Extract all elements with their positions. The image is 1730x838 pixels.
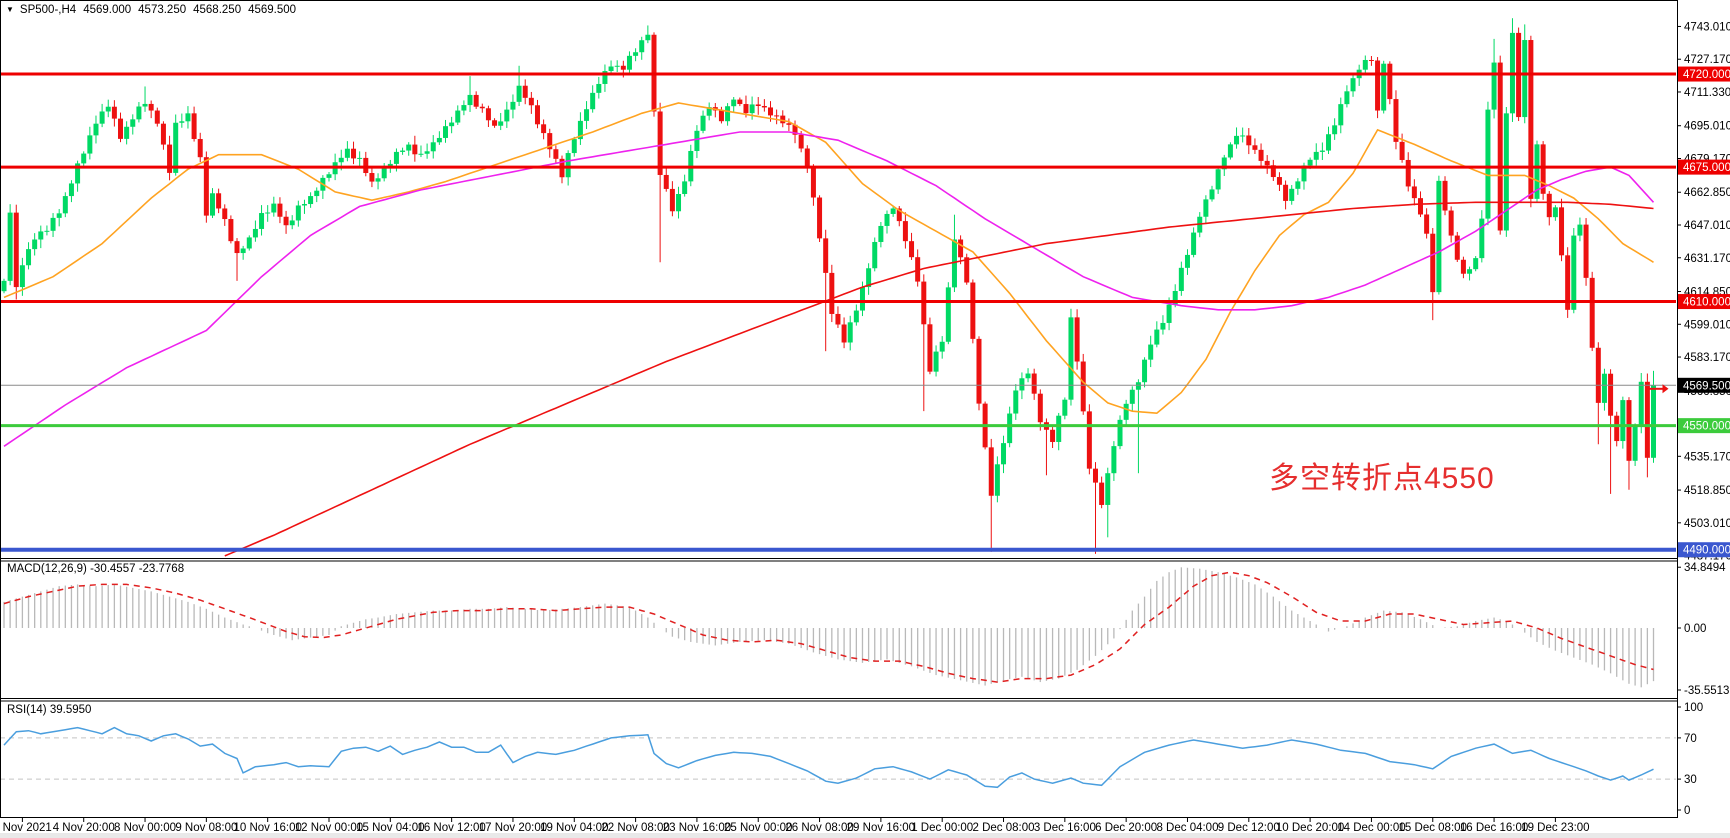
date-label: 29 Nov 16:00 (847, 822, 915, 834)
ma-medium-line (3, 131, 1655, 447)
rsi-levels (0, 737, 1676, 780)
symbol-dropdown-icon[interactable]: ▼ (6, 5, 14, 14)
rsi-axis-label: 100 (1684, 702, 1703, 714)
current-price-arrow-icon (1647, 384, 1669, 394)
macd-histogram (3, 567, 1655, 688)
rsi-line (3, 726, 1654, 789)
rsi-value: 39.5950 (49, 704, 92, 716)
price-axis-label: 4599.010 (1684, 319, 1730, 331)
rsi-axis-label: 70 (1684, 733, 1697, 745)
date-label: 6 Dec 20:00 (1095, 822, 1157, 834)
date-label: 16 Dec 16:00 (1460, 822, 1528, 834)
price-level-badge: 4610.000 (1683, 297, 1730, 309)
macd-axis-label: -35.5513 (1684, 685, 1729, 697)
date-label: 15 Nov 04:00 (356, 822, 424, 834)
date-label: 8 Nov 00:00 (114, 822, 176, 834)
date-label: 19 Nov 04:00 (540, 822, 608, 834)
price-axis: 4743.0104727.1704711.3304695.0104679.170… (1677, 21, 1730, 563)
ohlc-close: 4569.500 (248, 4, 297, 16)
date-label: 25 Nov 00:00 (724, 822, 792, 834)
macd-indicator-label: MACD(12,26,9) -30.4557 -23.7768 (7, 563, 184, 575)
date-label: 14 Dec 00:00 (1337, 822, 1405, 834)
date-label: 26 Nov 08:00 (785, 822, 853, 834)
date-label: 23 Nov 16:00 (663, 822, 731, 834)
date-label: 4 Nov 20:00 (53, 822, 115, 834)
price-level-badge: 4550.000 (1683, 421, 1730, 433)
rsi-axis: 100 70 30 0 (1677, 702, 1703, 817)
price-axis-label: 4583.170 (1684, 352, 1730, 364)
price-axis-label: 4662.850 (1684, 187, 1730, 199)
rsi-axis-label: 30 (1684, 774, 1697, 786)
date-label: 16 Nov 12:00 (417, 822, 485, 834)
chart-header: ▼ SP500-,H4 4569.000 4573.250 4568.250 4569.5… (6, 4, 296, 16)
date-label: 3 Nov 2021 (0, 822, 52, 834)
date-label: 10 Dec 20:00 (1276, 822, 1344, 834)
macd-axis-label: 0.00 (1684, 623, 1706, 635)
date-label: 10 Nov 16:00 (233, 822, 301, 834)
price-axis-label: 4518.850 (1684, 485, 1730, 497)
price-axis-label: 4727.170 (1684, 54, 1730, 66)
date-label: 2 Dec 08:00 (973, 822, 1035, 834)
date-label: 8 Dec 04:00 (1156, 822, 1218, 834)
date-label: 9 Nov 08:00 (175, 822, 237, 834)
ohlc-open: 4569.000 (83, 4, 132, 16)
ohlc-high: 4573.250 (138, 4, 187, 16)
price-level-badge: 4569.500 (1683, 380, 1730, 392)
date-label: 19 Dec 23:00 (1521, 822, 1589, 834)
rsi-name: RSI(14) (7, 704, 47, 716)
horizontal-levels (0, 72, 1676, 552)
trend-turning-point-annotation: 多空转折点4550 (1269, 462, 1495, 495)
price-axis-label: 4503.010 (1684, 518, 1730, 530)
price-axis-label: 4631.170 (1684, 253, 1730, 265)
macd-signal-value: -23.7768 (138, 563, 185, 575)
price-axis-label: 4711.330 (1684, 87, 1730, 99)
macd-main-value: -30.4557 (90, 563, 136, 575)
ohlc-low: 4568.250 (193, 4, 242, 16)
date-label: 12 Nov 00:00 (295, 822, 363, 834)
macd-axis-label: 34.8494 (1684, 562, 1726, 574)
price-axis-label: 4647.010 (1684, 220, 1730, 232)
date-label: 9 Dec 12:00 (1218, 822, 1280, 834)
symbol-period-label: SP500-,H4 (19, 4, 77, 16)
date-label: 15 Dec 08:00 (1399, 822, 1467, 834)
price-level-badge: 4675.000 (1683, 162, 1730, 174)
macd-axis: 34.8494 0.00 -35.5513 (1677, 562, 1729, 697)
price-axis-label: 4695.010 (1684, 121, 1730, 133)
macd-name: MACD(12,26,9) (7, 563, 87, 575)
price-axis-label: 4743.010 (1684, 21, 1730, 33)
price-level-badges: 4720.000 4675.000 4610.000 4550.000 4490.000… (1678, 66, 1730, 558)
price-axis-label: 4535.170 (1684, 451, 1730, 463)
date-label: 3 Dec 16:00 (1034, 822, 1096, 834)
price-level-badge: 4720.000 (1683, 69, 1730, 81)
date-label: 17 Nov 20:00 (479, 822, 547, 834)
macd-signal-line (3, 571, 1654, 683)
ma-slow-line (224, 201, 1654, 557)
rsi-indicator-label: RSI(14) 39.5950 (7, 704, 91, 716)
date-label: 22 Nov 08:00 (601, 822, 669, 834)
rsi-axis-label: 0 (1684, 805, 1690, 817)
ma-fast-line (3, 102, 1654, 415)
date-label: 1 Dec 00:00 (911, 822, 973, 834)
price-level-badge: 4490.000 (1683, 545, 1730, 557)
